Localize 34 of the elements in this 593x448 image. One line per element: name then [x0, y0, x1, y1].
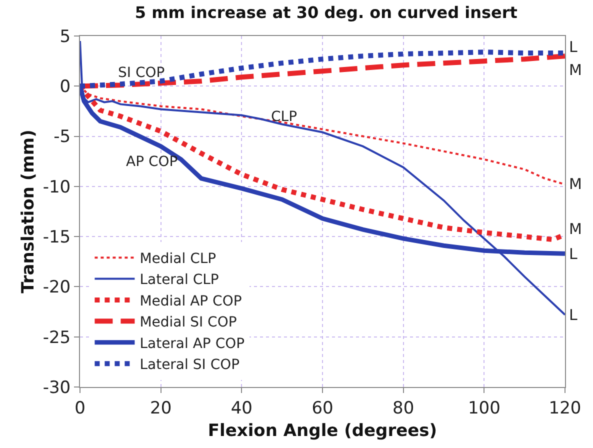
y-tick-label: -5 [54, 127, 71, 148]
legend-label: Lateral CLP [140, 272, 219, 288]
text: L [569, 38, 578, 56]
x-tick-label: 120 [548, 398, 582, 418]
legend-label: Medial CLP [140, 251, 216, 268]
x-tick-label: 0 [74, 398, 86, 418]
annotation: CLP [271, 109, 298, 125]
x-tick-label: 80 [392, 398, 414, 418]
x-tick-label: 100 [468, 398, 500, 418]
y-axis-title: Translation (mm) [18, 130, 38, 294]
y-tick-label: -10 [42, 177, 71, 198]
y-tick-label: -20 [42, 278, 71, 298]
annotation: SI COP [118, 65, 165, 81]
x-tick-label: 20 [150, 398, 172, 418]
line-series [80, 40, 565, 316]
x-axis-title: Flexion Angle (degrees) [208, 420, 438, 441]
legend-label: Lateral AP COP [140, 336, 245, 352]
y-tick-label: 5 [60, 26, 71, 47]
legend-label: Medial SI COP [140, 314, 237, 331]
annotation: AP COP [126, 154, 178, 170]
text: M [569, 61, 582, 79]
text: M [569, 220, 582, 238]
y-tick-label: -25 [42, 328, 71, 348]
x-tick-label: 60 [312, 398, 334, 418]
text: L [569, 245, 578, 263]
legend-label: Medial AP COP [140, 293, 242, 310]
y-tick-label: -30 [42, 378, 71, 398]
text: L [569, 306, 578, 324]
x-tick-label: 40 [230, 398, 252, 418]
y-tick-label: 0 [60, 77, 71, 98]
text: M [569, 175, 582, 193]
y-tick-label: -15 [42, 228, 71, 248]
legend-label: Lateral SI COP [140, 357, 240, 374]
chart-title: 5 mm increase at 30 deg. on curved insert [134, 2, 518, 22]
